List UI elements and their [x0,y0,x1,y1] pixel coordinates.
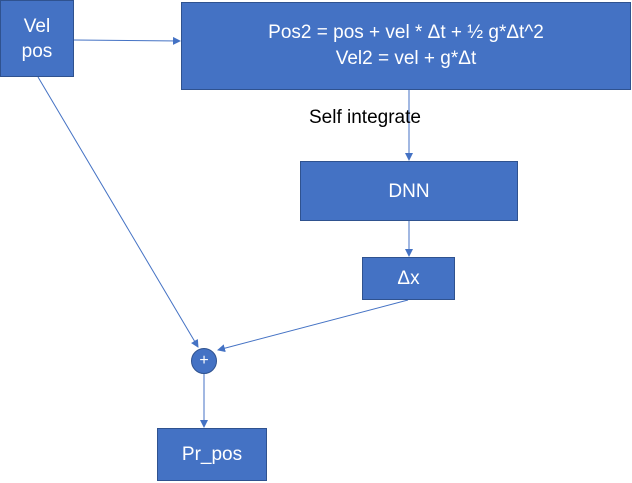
delta-x-node-label: Δx [397,268,420,289]
delta-x-node: Δx [362,257,455,300]
output-node-label: Pr_pos [181,444,243,465]
self-integrate-label: Self integrate [309,107,421,128]
input-node-pos-label: pos [21,40,53,62]
edge-input-to-sum [37,76,199,348]
sum-node: + [191,348,217,374]
edge-delta-to-sum [217,299,409,353]
plus-icon: + [199,352,209,369]
input-node-vel-label: Vel [23,15,51,37]
integration-formula-node: Pos2 = pos + vel * Δt + ½ g*Δt^2 Vel2 = … [181,2,631,90]
edge-input-to-formula [73,36,181,45]
velocity-update-equation: Vel2 = vel + g*Δt [335,48,477,69]
input-node: Vel pos [0,0,74,77]
position-update-equation: Pos2 = pos + vel * Δt + ½ g*Δt^2 [268,22,544,43]
dnn-node-label: DNN [388,180,430,202]
dnn-node: DNN [300,161,518,221]
output-node: Pr_pos [157,428,267,481]
